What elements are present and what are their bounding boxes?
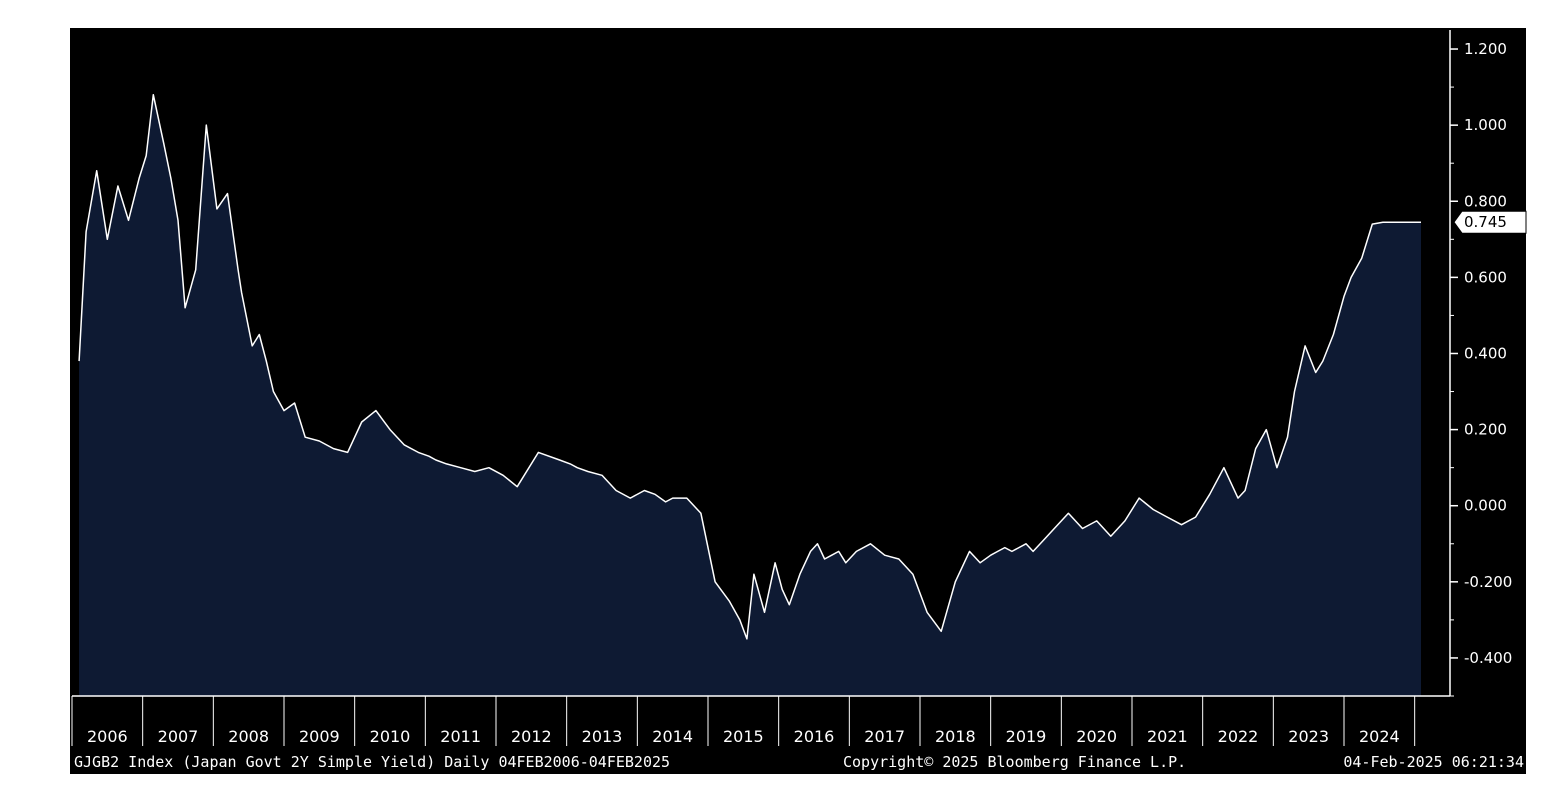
x-tick-label: 2014: [652, 727, 693, 746]
x-tick-label: 2008: [228, 727, 269, 746]
area-layer: [79, 94, 1422, 696]
x-tick-label: 2023: [1288, 727, 1329, 746]
y-tick-label: 1.200: [1464, 40, 1507, 58]
x-tick-label: 2006: [87, 727, 128, 746]
y-axis-ticks: 1.200 1.000 0.800 0.600 0.400 0.200 0.000 -0.20…: [1450, 40, 1512, 697]
x-tick-label: 2013: [582, 727, 623, 746]
y-tick-label: -0.200: [1464, 573, 1512, 591]
y-tick-label: 0.200: [1464, 421, 1507, 439]
y-tick-label: 0.800: [1464, 192, 1507, 210]
x-tick-label: 2024: [1359, 727, 1400, 746]
x-tick-label: 2020: [1076, 727, 1117, 746]
x-tick-label: 2007: [158, 727, 199, 746]
line-layer: [78, 93, 1421, 640]
footer-security-info: GJGB2 Index (Japan Govt 2Y Simple Yield)…: [74, 753, 670, 771]
last-value-badge: [1453, 210, 1527, 234]
x-tick-label: 2021: [1147, 727, 1188, 746]
x-tick-label: 2016: [794, 727, 835, 746]
footer: GJGB2 Index (Japan Govt 2Y Simple Yield)…: [74, 753, 1524, 771]
x-tick-label: 2018: [935, 727, 976, 746]
series-line: [78, 93, 1421, 640]
series-area: [79, 94, 1422, 696]
x-tick-label: 2015: [723, 727, 764, 746]
x-tick-label: 2022: [1218, 727, 1259, 746]
x-axis-ticks: 2006 2007 2008 2009 2010 2011 2012 2013 2014 2015…: [71, 696, 1416, 746]
y-tick-label: 0.600: [1464, 268, 1507, 286]
footer-copyright: Copyright© 2025 Bloomberg Finance L.P.: [843, 753, 1186, 771]
x-tick-label: 2019: [1006, 727, 1047, 746]
y-tick-label: 1.000: [1464, 116, 1507, 134]
last-value-label: 0.745: [1464, 213, 1507, 231]
y-tick-label: 0.000: [1464, 497, 1507, 515]
y-tick-label: 0.400: [1464, 344, 1507, 362]
x-tick-label: 2009: [299, 727, 340, 746]
x-tick-label: 2010: [370, 727, 411, 746]
footer-timestamp: 04-Feb-2025 06:21:34: [1343, 753, 1524, 771]
last-value-marker: 0.745: [1453, 210, 1527, 234]
x-tick-label: 2011: [440, 727, 481, 746]
x-tick-label: 2017: [864, 727, 905, 746]
x-tick-label: 2012: [511, 727, 552, 746]
y-tick-label: -0.400: [1464, 649, 1512, 667]
